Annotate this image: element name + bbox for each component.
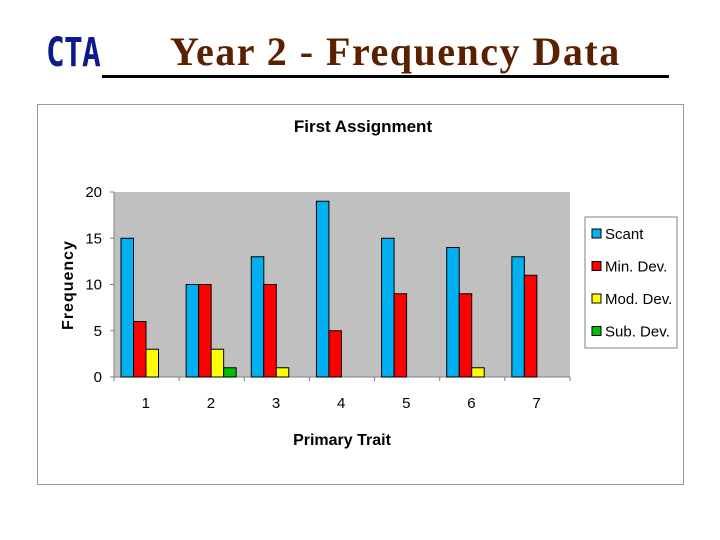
legend-label: Sub. Dev. <box>605 324 670 341</box>
page-title: Year 2 - Frequency Data <box>170 29 621 74</box>
bar-scant-7 <box>511 256 525 378</box>
bar-scant-3 <box>250 256 265 378</box>
bar-min-dev-7 <box>523 274 538 378</box>
bar-min-dev-1 <box>133 321 147 378</box>
legend-swatch <box>591 326 602 336</box>
bar-min-dev-4 <box>328 330 342 378</box>
bar-mod-dev-2 <box>210 348 225 378</box>
y-tick-label: 15 <box>85 230 102 247</box>
bar-scant-6 <box>446 247 460 378</box>
bar-scant-2 <box>185 284 200 378</box>
legend-swatch <box>591 261 602 271</box>
legend-label: Scant <box>605 226 644 243</box>
x-tick-label: 5 <box>402 395 410 412</box>
chart-title: First Assignment <box>294 117 433 136</box>
y-tick-label: 0 <box>94 369 102 386</box>
legend-label: Mod. Dev. <box>605 291 672 308</box>
legend: Scant Min. Dev. Mod. Dev. Sub. Dev. <box>584 216 678 349</box>
bar-min-dev-6 <box>458 293 473 378</box>
y-tick-label: 5 <box>94 323 102 340</box>
x-tick-label: 1 <box>142 395 150 412</box>
bar-mod-dev-3 <box>275 367 290 378</box>
x-axis-label: Primary Trait <box>293 432 392 449</box>
bar-sub-dev-2 <box>223 367 237 378</box>
y-tick-label: 10 <box>85 277 102 294</box>
bar-min-dev-2 <box>198 284 212 378</box>
bar-scant-4 <box>315 200 330 378</box>
bar-min-dev-3 <box>263 284 277 378</box>
bar-mod-dev-1 <box>145 348 159 378</box>
bar-mod-dev-6 <box>471 367 485 378</box>
title-underline <box>102 75 669 78</box>
cta-logo: CTA <box>46 30 101 76</box>
legend-swatch <box>591 293 602 304</box>
y-axis-label: Frequency <box>60 240 77 330</box>
x-tick-label: 6 <box>467 395 475 412</box>
x-tick-label: 2 <box>207 395 215 412</box>
x-tick-label: 7 <box>532 395 540 412</box>
legend-label: Min. Dev. <box>605 259 667 276</box>
y-tick-label: 20 <box>85 184 102 201</box>
plot-area <box>114 192 570 377</box>
x-tick-label: 4 <box>337 395 345 412</box>
bar-scant-5 <box>381 237 395 378</box>
bar-min-dev-5 <box>393 293 408 378</box>
x-tick-label: 3 <box>272 395 280 412</box>
legend-swatch <box>591 228 602 239</box>
bar-scant-1 <box>120 237 134 378</box>
